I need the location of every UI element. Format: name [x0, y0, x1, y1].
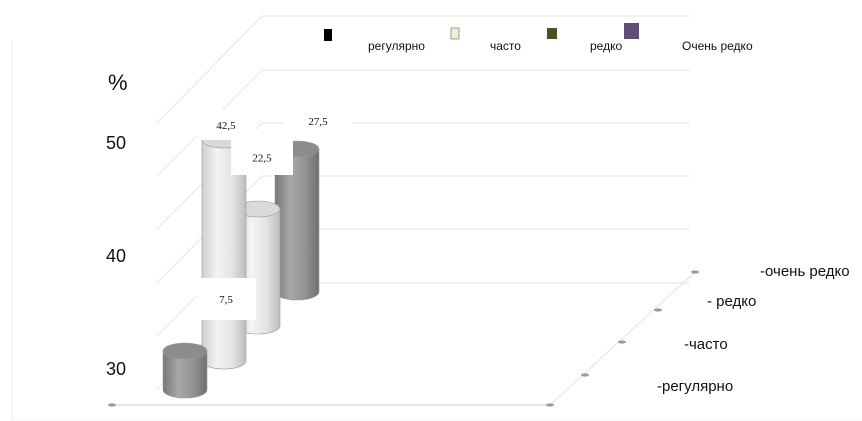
legend-swatch-often: [450, 27, 460, 40]
axis-tick: [654, 308, 662, 312]
legend-label-very-rarely: Очень редко: [682, 39, 753, 53]
y-tick-label: 50: [106, 133, 126, 153]
data-label: 27,5: [284, 106, 352, 136]
data-label-box: [231, 140, 293, 175]
bar: [162, 342, 208, 399]
grid-layer: [11, 15, 862, 421]
legend-label-often: часто: [490, 39, 521, 53]
legend-swatch-rarely: [547, 28, 557, 39]
y-axis-unit-label: %: [108, 70, 128, 95]
bar-body: [162, 350, 208, 399]
legend-swatch-regularly: [324, 29, 332, 41]
data-label-box: [196, 278, 256, 320]
data-label-box: [284, 106, 352, 136]
legend: регулярно часто редко Очень редко: [324, 23, 753, 53]
depth-axis-label: -регулярно: [657, 378, 733, 395]
floor-right-edge: [549, 271, 696, 406]
bar-top: [162, 342, 208, 360]
data-label: 7,5: [196, 278, 256, 320]
legend-label-rarely: редко: [590, 39, 622, 53]
data-label-text: 22,5: [252, 153, 272, 165]
data-label-text: 42,5: [216, 120, 236, 132]
axis-tick: [546, 403, 554, 407]
legend-swatch-very-rarely: [624, 23, 639, 39]
data-label: 22,5: [231, 140, 293, 175]
legend-label-regularly: регулярно: [368, 39, 425, 53]
depth-axis-label: -очень редко: [760, 263, 850, 280]
y-ticks-layer: 50 40 30: [106, 133, 126, 379]
grid-line: [156, 15, 263, 124]
data-label-text: 27,5: [308, 116, 328, 128]
axis-tick: [691, 270, 699, 274]
depth-axis-labels: -очень редко - редко -часто -регулярно: [657, 263, 850, 395]
axis-tick: [108, 403, 116, 407]
bar: [274, 140, 320, 301]
axis-tick: [618, 340, 626, 344]
y-tick-label: 30: [106, 359, 126, 379]
depth-axis-label: - редко: [707, 293, 756, 310]
data-label: 42,5: [196, 110, 256, 140]
depth-axis-label: -часто: [684, 336, 728, 353]
axis-tick: [581, 373, 589, 377]
y-tick-label: 40: [106, 246, 126, 266]
labels-layer: 42,5 22,5 27,5 7,5: [196, 106, 352, 320]
data-label-box: [196, 110, 256, 140]
data-label-text: 7,5: [219, 294, 233, 306]
